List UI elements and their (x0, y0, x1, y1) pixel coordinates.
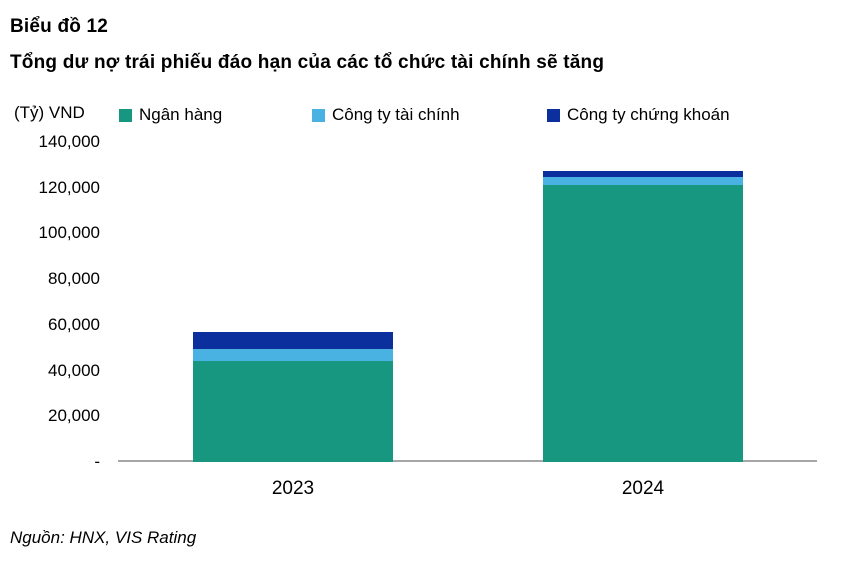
legend-label: Ngân hàng (139, 105, 223, 124)
y-axis-tick-label: 20,000 (48, 406, 100, 426)
legend-item: Công ty tài chính (312, 105, 460, 125)
x-axis-line (118, 460, 817, 462)
legend-swatch-icon (119, 108, 132, 122)
y-axis-unit-label: (Tỷ) VND (14, 103, 85, 122)
bar-segment (543, 176, 743, 185)
y-axis-tick-label: 80,000 (48, 269, 100, 289)
bar-segment (543, 184, 743, 462)
legend-label: Công ty tài chính (332, 105, 460, 124)
chart-title: Tổng dư nợ trái phiếu đáo hạn của các tổ… (10, 52, 605, 73)
chart-number: Biểu đồ 12 (10, 16, 109, 37)
legend-swatch-icon (547, 108, 560, 122)
y-axis-tick-label: 140,000 (38, 132, 100, 151)
legend-swatch-icon (312, 108, 325, 122)
bar-segment (193, 331, 393, 350)
x-axis-category-label: 2023 (271, 478, 315, 499)
legend-label: Công ty chứng khoán (567, 105, 730, 124)
y-axis-tick-label: 40,000 (48, 360, 100, 380)
y-axis-tick-label: 60,000 (48, 314, 100, 334)
y-axis-tick-label: 120,000 (38, 177, 100, 197)
legend-item: Công ty chứng khoán (547, 105, 730, 125)
y-axis-tick-label: 100,000 (38, 223, 100, 243)
bar-segment (543, 171, 743, 177)
y-axis-tick-label: - (94, 452, 100, 471)
bar-segment (193, 360, 393, 462)
bar-segment (193, 349, 393, 361)
x-axis-category-label: 2024 (621, 478, 665, 499)
legend-item: Ngân hàng (119, 105, 222, 125)
source-note: Nguồn: HNX, VIS Rating (10, 528, 197, 547)
